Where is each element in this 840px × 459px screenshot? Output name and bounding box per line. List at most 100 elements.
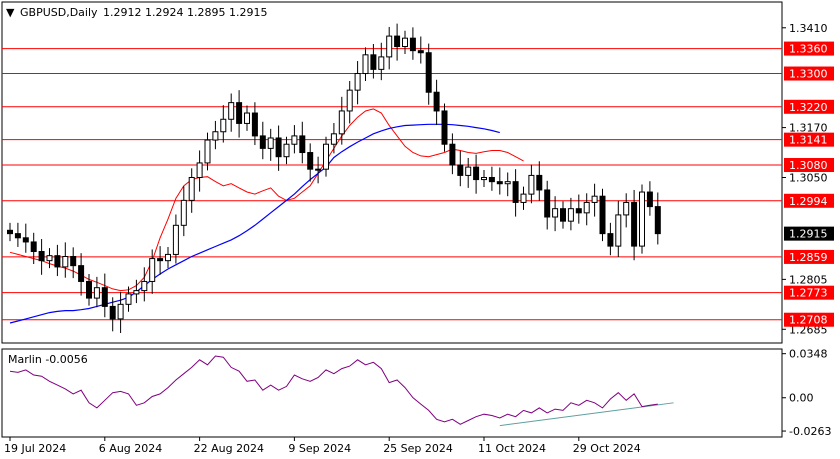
candle-body-27 bbox=[220, 118, 227, 133]
candle-body-16 bbox=[133, 290, 140, 295]
candle-body-82 bbox=[654, 206, 661, 235]
candle-body-63 bbox=[504, 181, 511, 185]
level-label-bg-3 bbox=[784, 132, 834, 147]
candle-body-37 bbox=[299, 135, 306, 154]
level-label-bg-4 bbox=[784, 158, 834, 173]
candle-body-49 bbox=[394, 35, 401, 47]
ohlc-label: 1.2912 1.2924 1.2895 1.2915 bbox=[103, 6, 267, 19]
price-tick-label-0: 1.3410 bbox=[789, 22, 828, 35]
time-tick-label-3: 9 Sep 2024 bbox=[288, 442, 351, 455]
candle-body-78 bbox=[623, 201, 630, 216]
candle-body-59 bbox=[473, 166, 480, 181]
candle-body-22 bbox=[180, 199, 187, 226]
fast-moving-average-line bbox=[9, 108, 524, 292]
price-tick-label-3: 1.2805 bbox=[789, 273, 828, 286]
candle-body-0 bbox=[7, 229, 13, 235]
candle-body-81 bbox=[646, 191, 653, 208]
candle-body-10 bbox=[86, 280, 92, 299]
candle-body-25 bbox=[204, 139, 211, 164]
candle-body-18 bbox=[149, 258, 156, 282]
indicator-panel-frame bbox=[1, 348, 783, 438]
candle-body-35 bbox=[283, 143, 290, 158]
level-label-0: 1.3360 bbox=[789, 43, 828, 56]
candle-body-7 bbox=[62, 256, 69, 268]
candle-body-51 bbox=[409, 37, 416, 52]
candle-body-71 bbox=[567, 208, 574, 222]
candle-body-15 bbox=[125, 293, 132, 305]
candle-body-58 bbox=[465, 166, 472, 176]
candle-body-74 bbox=[591, 195, 598, 203]
indicator-tick-label-1: 0.00 bbox=[789, 392, 814, 405]
candle-body-47 bbox=[378, 56, 385, 70]
candle-body-52 bbox=[417, 50, 424, 54]
time-tick-label-1: 6 Aug 2024 bbox=[99, 442, 162, 455]
symbol-label: GBPUSD,Daily bbox=[20, 6, 98, 19]
chart-menu-triangle-icon[interactable]: ▼ bbox=[6, 6, 15, 19]
candle-body-79 bbox=[631, 201, 638, 247]
time-axis: 19 Jul 2024 6 Aug 2024 22 Aug 2024 9 Sep 20… bbox=[4, 437, 641, 455]
candle-body-17 bbox=[141, 280, 148, 292]
current-price-bg bbox=[784, 226, 834, 241]
oscillator-trendline[interactable] bbox=[499, 402, 674, 427]
candle-body-14 bbox=[117, 303, 124, 320]
moving-averages-layer bbox=[9, 108, 524, 324]
candle-body-45 bbox=[362, 54, 369, 75]
candle-body-77 bbox=[615, 214, 622, 247]
candle-body-26 bbox=[212, 131, 219, 141]
candle-body-3 bbox=[30, 241, 37, 253]
price-panel-frame bbox=[1, 1, 783, 344]
indicator-label: Marlin -0.0056 bbox=[8, 353, 88, 366]
time-tick-label-5: 11 Oct 2024 bbox=[478, 442, 546, 455]
level-label-bg-1 bbox=[784, 66, 834, 81]
level-label-bg-5 bbox=[784, 193, 834, 208]
level-label-2: 1.3220 bbox=[789, 101, 828, 114]
candle-body-64 bbox=[512, 181, 519, 203]
time-tick-label-0: 19 Jul 2024 bbox=[4, 442, 66, 455]
level-label-5: 1.2994 bbox=[789, 195, 828, 208]
candle-body-21 bbox=[172, 224, 179, 255]
current-price-label: 1.2915 bbox=[784, 226, 834, 241]
candle-body-12 bbox=[101, 287, 108, 307]
candle-body-80 bbox=[639, 191, 645, 247]
candle-body-41 bbox=[330, 133, 337, 145]
candle-body-50 bbox=[402, 37, 408, 47]
candle-body-33 bbox=[267, 137, 274, 149]
candle-body-70 bbox=[560, 208, 566, 222]
candle-body-42 bbox=[338, 110, 345, 135]
candle-body-32 bbox=[259, 135, 266, 149]
indicator-axis: 0.0348 0.00 -0.0263 bbox=[782, 348, 831, 438]
candle-body-76 bbox=[607, 233, 614, 247]
level-label-bg-0 bbox=[784, 41, 834, 56]
candle-body-28 bbox=[228, 102, 235, 120]
level-label-bg-7 bbox=[784, 285, 834, 300]
candle-body-11 bbox=[93, 287, 100, 299]
level-labels: 1.3360 1.3300 1.3220 1.3141 1.3080 1.2994 1.28… bbox=[784, 41, 834, 327]
candle-body-24 bbox=[196, 162, 203, 178]
level-label-bg-2 bbox=[784, 99, 834, 114]
levels-layer bbox=[2, 48, 782, 321]
candle-body-62 bbox=[496, 181, 503, 185]
candle-body-53 bbox=[425, 52, 432, 93]
candle-body-29 bbox=[236, 102, 243, 124]
price-tick-label-2: 1.3050 bbox=[789, 171, 828, 184]
candle-body-40 bbox=[323, 143, 329, 170]
candle-body-19 bbox=[157, 258, 164, 262]
candle-body-60 bbox=[481, 176, 487, 181]
candle-body-34 bbox=[275, 137, 282, 158]
candle-body-8 bbox=[70, 256, 77, 267]
candle-body-43 bbox=[346, 89, 353, 112]
candle-body-67 bbox=[536, 174, 543, 191]
level-label-1: 1.3300 bbox=[789, 68, 828, 81]
price-tick-label-1: 1.3170 bbox=[789, 122, 828, 135]
candle-body-56 bbox=[449, 143, 456, 166]
candle-body-61 bbox=[488, 176, 495, 183]
candle-body-65 bbox=[520, 193, 527, 203]
candle-body-38 bbox=[307, 152, 314, 170]
candle-body-48 bbox=[386, 35, 393, 58]
candles-layer bbox=[7, 23, 661, 334]
time-tick-label-2: 22 Aug 2024 bbox=[194, 442, 264, 455]
level-label-8: 1.2708 bbox=[789, 314, 828, 327]
level-label-4: 1.3080 bbox=[789, 159, 828, 172]
candle-body-31 bbox=[251, 112, 258, 137]
level-label-6: 1.2859 bbox=[789, 251, 828, 264]
